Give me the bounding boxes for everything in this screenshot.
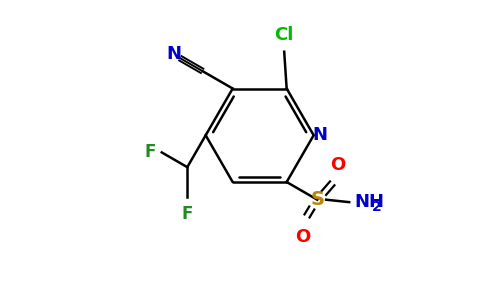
Text: O: O <box>295 228 310 246</box>
Text: O: O <box>330 156 346 174</box>
Text: F: F <box>182 206 193 224</box>
Text: N: N <box>166 45 181 63</box>
Text: NH: NH <box>354 193 384 211</box>
Text: F: F <box>145 143 156 161</box>
Text: S: S <box>310 190 324 209</box>
Text: N: N <box>312 126 327 144</box>
Text: 2: 2 <box>372 200 381 214</box>
Text: Cl: Cl <box>274 26 294 44</box>
